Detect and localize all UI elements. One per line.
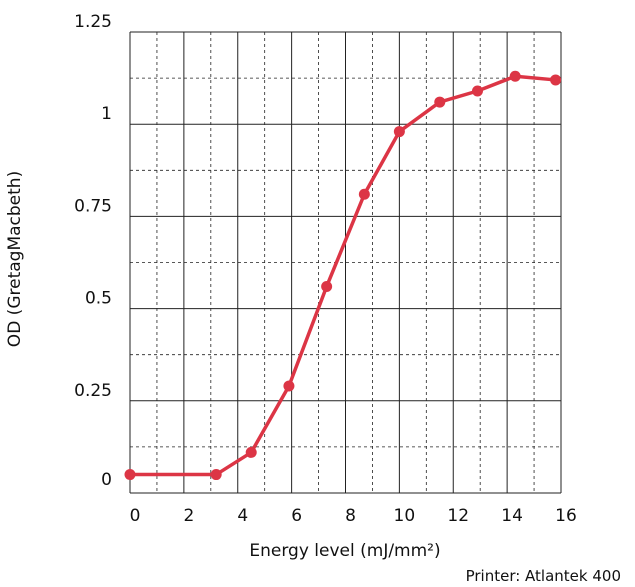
data-point	[434, 96, 446, 108]
y-tick-label: 1	[101, 104, 112, 124]
data-point	[245, 446, 257, 458]
series-line	[128, 74, 558, 477]
x-tick-label: 16	[555, 506, 577, 526]
data-point	[283, 380, 295, 392]
x-tick-label: 10	[394, 506, 416, 526]
data-point	[210, 469, 222, 481]
series-group	[124, 70, 562, 481]
data-point	[393, 126, 405, 138]
y-tick-label: 0	[101, 470, 112, 490]
x-tick-label: 6	[291, 506, 302, 526]
x-tick-label: 4	[237, 506, 248, 526]
x-axis-label: Energy level (mJ/mm²)	[249, 541, 440, 561]
printer-note: Printer: Atlantek 400	[466, 567, 621, 585]
data-point	[550, 74, 562, 86]
y-tick-label: 0.75	[74, 196, 112, 216]
y-tick-label: 0.25	[74, 381, 112, 401]
data-point	[124, 469, 136, 481]
y-tick-label: 1.25	[74, 12, 112, 32]
data-point	[471, 85, 483, 97]
data-point	[321, 280, 333, 292]
data-point	[358, 188, 370, 200]
x-tick-label: 2	[183, 506, 194, 526]
grid-lines	[129, 31, 562, 494]
x-tick-label: 0	[130, 506, 141, 526]
x-tick-label: 14	[501, 506, 523, 526]
y-axis-label: OD (GretagMacbeth)	[5, 171, 25, 347]
x-tick-label: 8	[345, 506, 356, 526]
data-point	[509, 70, 521, 82]
x-tick-labels: 0 2 4 6 8 10 12 14 16	[130, 506, 577, 526]
y-tick-label: 0.5	[85, 289, 112, 309]
x-tick-label: 12	[447, 506, 469, 526]
y-tick-labels: 0 0.25 0.5 0.75 1 1.25	[74, 12, 112, 490]
